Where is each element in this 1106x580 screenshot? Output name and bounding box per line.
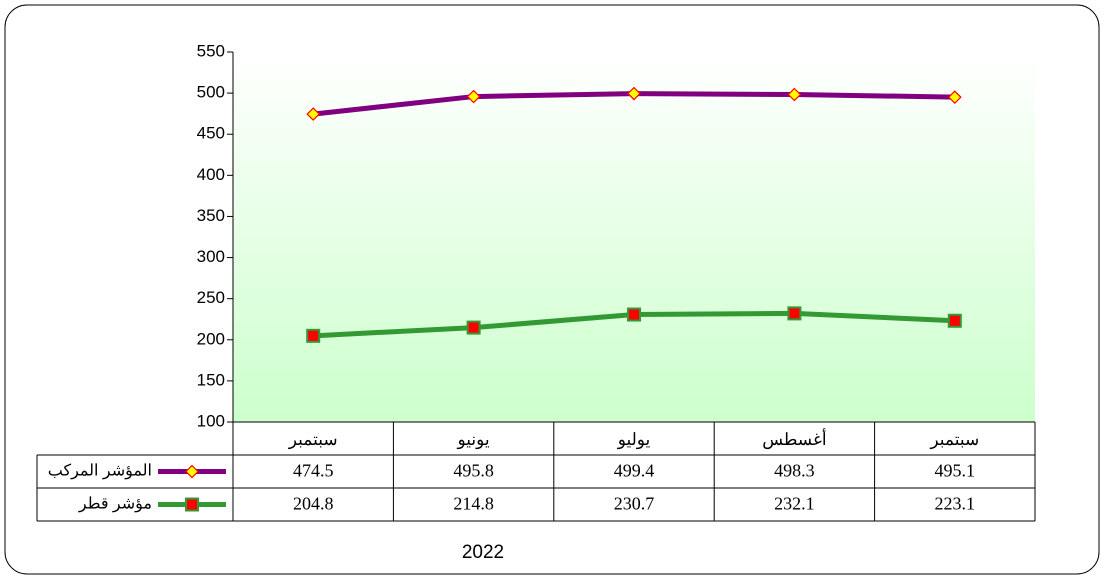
table-value: 232.1 bbox=[774, 494, 815, 514]
x-axis-label: 2022 bbox=[462, 542, 504, 563]
y-tick-label: 450 bbox=[197, 124, 225, 143]
legend-label: مؤشر قطر bbox=[78, 496, 152, 513]
x-tick-label: سبتمبر bbox=[288, 430, 338, 450]
y-tick-label: 550 bbox=[197, 41, 225, 60]
y-tick-label: 400 bbox=[197, 165, 225, 184]
table-value: 214.8 bbox=[453, 494, 494, 514]
y-tick-label: 100 bbox=[197, 411, 225, 430]
y-tick-label: 500 bbox=[197, 83, 225, 102]
table-value: 498.3 bbox=[774, 461, 815, 481]
table-value: 495.1 bbox=[935, 461, 976, 481]
x-tick-label: أغسطس bbox=[762, 428, 826, 450]
y-tick-label: 300 bbox=[197, 247, 225, 266]
marker bbox=[306, 328, 321, 343]
marker bbox=[627, 86, 641, 101]
y-tick-label: 150 bbox=[197, 370, 225, 389]
marker bbox=[787, 306, 802, 321]
marker bbox=[466, 320, 481, 335]
marker bbox=[947, 313, 962, 328]
marker bbox=[787, 87, 802, 102]
marker bbox=[466, 89, 481, 104]
marker bbox=[947, 90, 962, 104]
table-value: 230.7 bbox=[614, 494, 655, 514]
legend-label: المؤشر المركب bbox=[48, 463, 152, 480]
marker bbox=[306, 107, 321, 121]
table-value: 495.8 bbox=[453, 461, 494, 481]
table-value: 223.1 bbox=[935, 494, 976, 514]
plot-area bbox=[233, 52, 1035, 422]
marker bbox=[185, 464, 199, 479]
marker bbox=[185, 497, 199, 512]
table-value: 499.4 bbox=[614, 461, 655, 481]
table-value: 474.5 bbox=[293, 461, 334, 481]
x-tick-label: يونيو bbox=[457, 430, 490, 450]
x-tick-label: سبتمبر bbox=[929, 430, 979, 450]
y-tick-label: 250 bbox=[197, 288, 225, 307]
y-tick-label: 200 bbox=[197, 329, 225, 348]
y-tick-label: 350 bbox=[197, 206, 225, 225]
x-tick-label: يوليو bbox=[617, 430, 651, 450]
marker bbox=[627, 307, 641, 322]
table-value: 204.8 bbox=[293, 494, 334, 514]
